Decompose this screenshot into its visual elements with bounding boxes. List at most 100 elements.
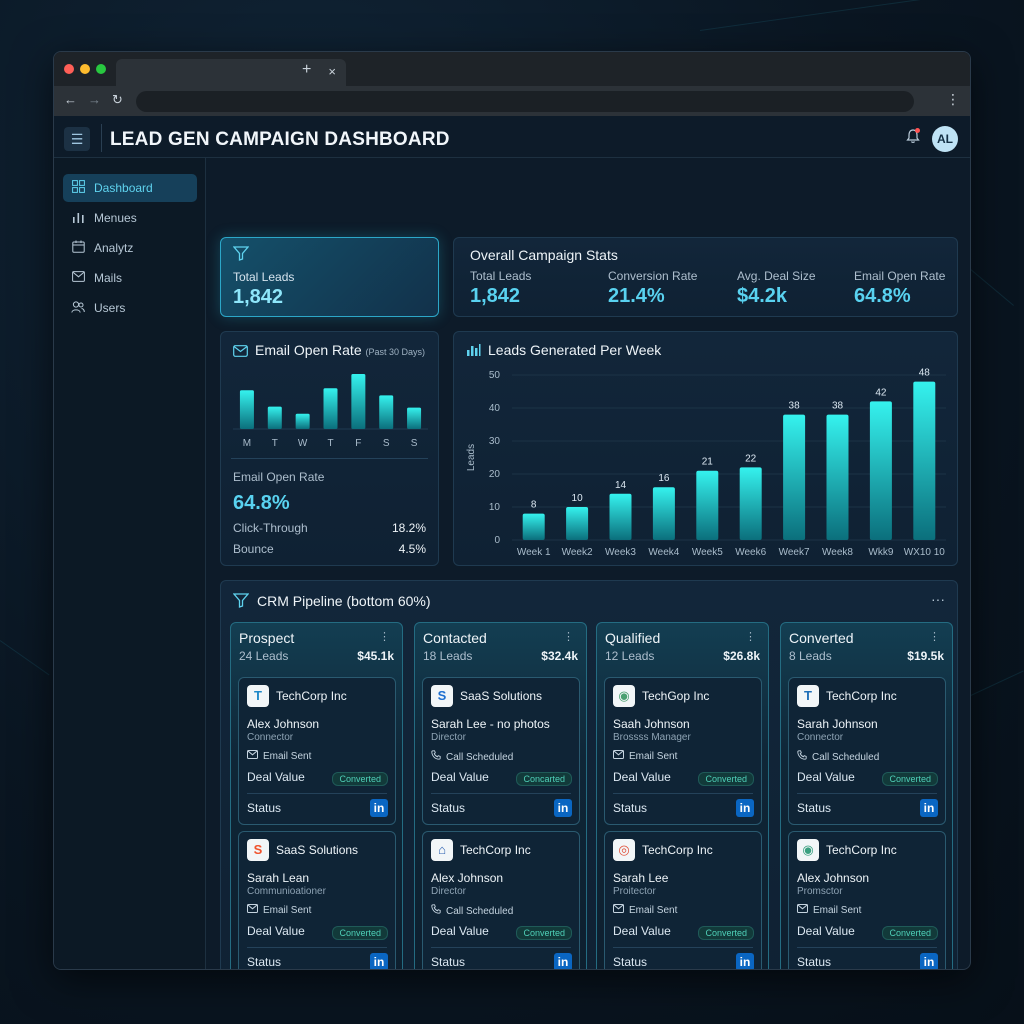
deal-value-label: Deal Value <box>431 924 489 938</box>
maximize-window-button[interactable] <box>96 64 106 74</box>
column-more-icon[interactable]: ⋮ <box>379 631 390 643</box>
chart-data-label: 22 <box>745 453 757 464</box>
linkedin-icon[interactable]: in <box>554 799 572 817</box>
chart-x-tick: T <box>272 438 278 449</box>
browser-tab[interactable]: × <box>116 59 346 86</box>
chart-data-label: 8 <box>531 500 537 511</box>
linkedin-icon[interactable]: in <box>736 799 754 817</box>
sidebar-item-users[interactable]: Users <box>63 294 197 322</box>
browser-titlebar: × + <box>54 52 970 86</box>
background-line <box>699 0 958 31</box>
chart-data-label: 42 <box>875 387 887 398</box>
lead-card[interactable]: ◎ TechCorp Inc Sarah Lee Proitector Email Se… <box>604 831 762 969</box>
chart-bar <box>609 493 632 540</box>
total-leads-label: Total Leads <box>233 270 295 284</box>
column-more-icon[interactable]: ⋮ <box>745 631 756 643</box>
bounce-label: Bounce <box>233 542 274 556</box>
chart-x-tick: Week 1 <box>517 547 551 558</box>
status-badge: Converted <box>332 926 388 940</box>
chart-x-tick: Week5 <box>692 547 723 558</box>
chart-x-tick: W <box>298 438 308 449</box>
lead-card[interactable]: ⌂ TechCorp Inc Alex Johnson Director Call Sc… <box>422 831 580 969</box>
total-leads-card[interactable]: Total Leads 1,842 <box>220 237 439 317</box>
column-lead-count: 8 Leads <box>789 649 832 663</box>
overall-stats-title: Overall Campaign Stats <box>470 247 618 263</box>
activity-label: Call Scheduled <box>446 906 514 917</box>
chart-x-tick: Week8 <box>822 547 853 558</box>
hamburger-menu-icon[interactable]: ☰ <box>64 127 90 151</box>
avatar[interactable]: AL <box>932 126 958 152</box>
pipeline-column-contacted: Contacted ⋮ 18 Leads $32.4k S SaaS Solutions S… <box>414 622 587 969</box>
company-name: TechCorp Inc <box>460 843 531 857</box>
company-logo-icon: S <box>431 685 453 707</box>
linkedin-icon[interactable]: in <box>370 799 388 817</box>
lead-card[interactable]: T TechCorp Inc Alex Johnson Connector Email … <box>238 677 396 825</box>
contact-role: Promsctor <box>797 886 843 897</box>
linkedin-icon[interactable]: in <box>920 953 938 969</box>
company-name: TechCorp Inc <box>642 843 713 857</box>
sidebar-item-analytz[interactable]: Analytz <box>63 234 197 262</box>
linkedin-icon[interactable]: in <box>554 953 572 969</box>
chart-title: Email Open Rate <box>255 342 362 358</box>
sidebar-item-mails[interactable]: Mails <box>63 264 197 292</box>
status-badge: Converted <box>698 926 754 940</box>
deal-value-label: Deal Value <box>247 770 305 784</box>
lead-card[interactable]: ◉ TechCorp Inc Alex Johnson Promsctor Email … <box>788 831 946 969</box>
chart-bar <box>379 395 394 429</box>
more-options-icon[interactable]: ··· <box>931 591 945 607</box>
activity-status: Email Sent <box>797 904 861 916</box>
contact-role: Brossss Manager <box>613 732 691 743</box>
tab-close-icon[interactable]: × <box>328 64 336 79</box>
company-logo-icon: ◉ <box>797 839 819 861</box>
filter-icon <box>232 593 250 613</box>
activity-label: Email Sent <box>263 905 312 916</box>
forward-icon[interactable]: → <box>88 92 101 107</box>
lead-card[interactable]: S SaaS Solutions Sarah Lee - no photos Dire… <box>422 677 580 825</box>
linkedin-icon[interactable]: in <box>736 953 754 969</box>
stat-avg-deal-size: Avg. Deal Size $4.2k <box>737 269 816 308</box>
sidebar-item-label: Users <box>94 301 126 315</box>
app-header: ☰ LEAD GEN CAMPAIGN DASHBOARD AL <box>54 116 970 158</box>
chart-bar <box>522 513 545 540</box>
company-logo-icon: ◎ <box>613 839 635 861</box>
linkedin-icon[interactable]: in <box>370 953 388 969</box>
minimize-window-button[interactable] <box>80 64 90 74</box>
column-lead-count: 12 Leads <box>605 649 655 663</box>
new-tab-button[interactable]: + <box>302 61 312 78</box>
chart-data-label: 21 <box>702 457 714 468</box>
leads-per-week-card: Leads Generated Per Week 0 10 20 30 40 50 Lead… <box>453 331 958 566</box>
leads-per-week-chart: 0 10 20 30 40 50 Leads 8 Week 1 10 Week2 14 Week3 16 W… <box>466 368 946 558</box>
sidebar-item-menues[interactable]: Menues <box>63 204 197 232</box>
reload-icon[interactable]: ↻ <box>112 92 123 107</box>
calendar-icon <box>71 240 85 256</box>
status-label: Status <box>431 955 466 969</box>
column-more-icon[interactable]: ⋮ <box>929 631 940 643</box>
sidebar-item-dashboard[interactable]: Dashboard <box>63 174 197 202</box>
lead-card[interactable]: S SaaS Solutions Sarah Lean Communioationer… <box>238 831 396 969</box>
linkedin-icon[interactable]: in <box>920 799 938 817</box>
lead-card[interactable]: ◉ TechGop Inc Saah Johnson Brossss Manager E… <box>604 677 762 825</box>
chart-data-label: 16 <box>658 473 670 484</box>
browser-menu-icon[interactable]: ⋮ <box>946 91 960 107</box>
chart-bar <box>696 470 719 540</box>
column-title: Converted <box>789 630 854 646</box>
address-bar[interactable] <box>136 91 914 112</box>
chart-y-tick: 50 <box>489 370 501 381</box>
close-window-button[interactable] <box>64 64 74 74</box>
header-divider <box>101 124 102 152</box>
activity-status: Call Scheduled <box>431 904 513 917</box>
column-more-icon[interactable]: ⋮ <box>563 631 574 643</box>
window-controls <box>64 64 106 74</box>
chart-bar <box>913 381 936 540</box>
divider <box>613 793 753 794</box>
crm-title: CRM Pipeline (bottom 60%) <box>257 593 431 609</box>
pipeline-column-prospect: Prospect ⋮ 24 Leads $45.1k T TechCorp Inc Alex… <box>230 622 403 969</box>
contact-name: Alex Johnson <box>431 871 504 885</box>
divider <box>797 793 937 794</box>
chart-bar <box>239 390 254 429</box>
click-through-label: Click-Through <box>233 521 308 535</box>
lead-card[interactable]: T TechCorp Inc Sarah Johnson Connector Call … <box>788 677 946 825</box>
chart-x-tick: F <box>355 438 361 449</box>
divider <box>613 947 753 948</box>
back-icon[interactable]: ← <box>64 92 77 107</box>
